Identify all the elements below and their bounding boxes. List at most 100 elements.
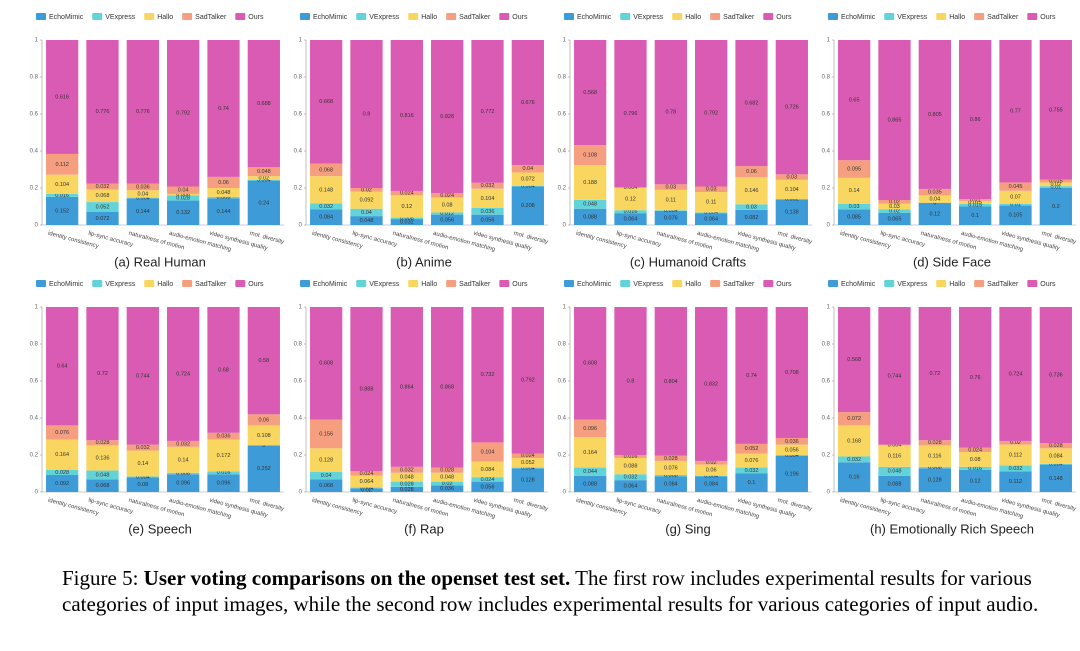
value-label: 0.02 — [889, 199, 900, 205]
value-label: 0.144 — [136, 209, 150, 215]
bar-segment — [126, 197, 159, 199]
value-label: 0.024 — [968, 447, 982, 453]
value-label: 0.74 — [218, 106, 229, 112]
value-label: 0.008 — [928, 465, 942, 471]
legend-swatch — [710, 280, 721, 287]
y-tick-label: 1 — [563, 38, 567, 44]
value-label: 0.78 — [665, 110, 676, 116]
bar-segment — [46, 193, 79, 197]
y-tick-label: 0.2 — [822, 186, 831, 192]
bar-segment — [247, 180, 280, 225]
legend-swatch — [36, 280, 46, 287]
bar-segment — [86, 445, 119, 471]
bar-segment — [878, 444, 911, 446]
value-label: 0.084 — [704, 482, 718, 488]
value-label: 0.608 — [583, 361, 597, 367]
value-label: 0.028 — [440, 468, 454, 474]
bar-segment — [735, 443, 768, 454]
bar-segment — [390, 40, 423, 191]
value-label: 0.028 — [55, 470, 69, 476]
chart-title: (a) Real Human — [114, 254, 206, 269]
value-label: 0 — [933, 200, 936, 206]
value-label: 0.12 — [970, 478, 981, 484]
legend-swatch — [974, 13, 985, 20]
legend-swatch — [1027, 13, 1038, 20]
bar-segment — [390, 481, 423, 487]
value-label: 0.68 — [218, 367, 229, 373]
value-label: 0.002 — [785, 197, 799, 203]
bar-segment — [918, 466, 951, 469]
y-tick-label: 0.8 — [558, 342, 567, 348]
bar-segment — [654, 455, 687, 461]
chart-title: (h) Emotionally Rich Speech — [870, 521, 1034, 536]
value-label: 0.104 — [785, 187, 799, 193]
bar-segment — [86, 211, 119, 225]
bar-segment — [247, 425, 280, 446]
value-label: 0.064 — [360, 479, 374, 485]
legend-label: VExpress — [897, 14, 927, 21]
bar-segment — [126, 476, 159, 478]
legend-swatch — [1027, 280, 1038, 287]
value-label: 0.072 — [521, 177, 535, 183]
value-label: 0.004 — [257, 178, 271, 184]
value-label: 0.048 — [583, 202, 597, 208]
bar-segment — [86, 189, 119, 203]
bar-segment — [695, 40, 728, 187]
bar-segment — [247, 167, 280, 177]
bar-segment — [735, 40, 768, 167]
figure-caption: Figure 5: User voting comparisons on the… — [62, 565, 1062, 617]
value-label: 0.1 — [971, 213, 979, 219]
y-tick-label: 0.8 — [30, 342, 39, 348]
bar-segment — [614, 307, 647, 455]
bar-segment — [167, 446, 200, 473]
value-label: 0.096 — [176, 481, 190, 487]
value-label: 0.036 — [217, 434, 231, 440]
value-label: 0.028 — [176, 195, 190, 201]
value-label: 0.024 — [360, 471, 374, 477]
chart-title: (f) Rap — [404, 521, 444, 536]
value-label: 0.028 — [1049, 443, 1063, 449]
bar-segment — [654, 210, 687, 211]
bar-segment — [310, 419, 343, 449]
value-label: 0.015 — [968, 203, 982, 209]
legend-swatch — [92, 13, 103, 20]
bar-segment — [614, 480, 647, 492]
value-label: 0.888 — [360, 387, 374, 393]
bar-segment — [695, 460, 728, 465]
value-label: 0.092 — [360, 198, 374, 204]
value-label: 0.01 — [970, 197, 981, 203]
value-label: 0.008 — [176, 471, 190, 477]
value-label: 0.104 — [55, 182, 69, 188]
bar-segment — [471, 442, 504, 462]
value-label: 0.792 — [704, 111, 718, 117]
bar-segment — [654, 476, 687, 492]
bar-segment — [878, 203, 911, 210]
value-label: 0.755 — [1049, 107, 1063, 113]
legend-swatch — [828, 280, 838, 287]
bar-segment — [46, 439, 79, 470]
legend-label: Ours — [1040, 14, 1056, 21]
legend-swatch — [92, 280, 103, 287]
legend-label: SadTalker — [195, 281, 227, 288]
bar-segment — [126, 307, 159, 445]
value-label: 0.084 — [319, 215, 333, 221]
bar-segment — [999, 471, 1032, 492]
bar-segment — [46, 153, 79, 175]
bar-segment — [350, 191, 383, 209]
value-label: 0.08 — [442, 202, 453, 208]
value-label: 0.736 — [1049, 373, 1063, 379]
legend-label: SadTalker — [459, 281, 491, 288]
value-label: 0.076 — [55, 430, 69, 436]
value-label: 0.028 — [400, 487, 414, 493]
legend-swatch — [182, 13, 193, 20]
bar-segment — [511, 165, 544, 173]
bar-segment — [431, 214, 464, 225]
value-label: 0.2 — [1052, 204, 1060, 210]
legend-swatch — [620, 13, 631, 20]
value-label: 0.084 — [1049, 454, 1063, 460]
legend-label: Ours — [512, 14, 528, 21]
value-label: 0.828 — [440, 114, 454, 120]
bar-segment — [878, 475, 911, 492]
bar-segment — [511, 468, 544, 492]
